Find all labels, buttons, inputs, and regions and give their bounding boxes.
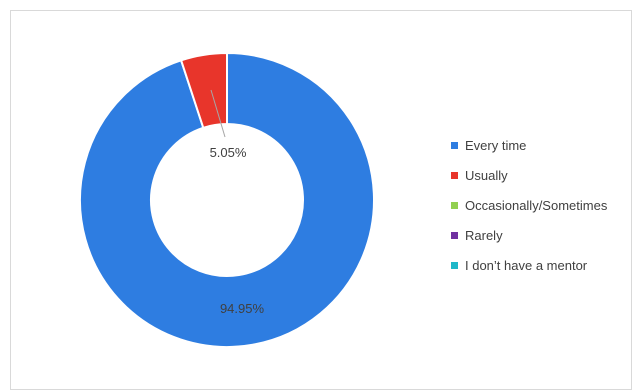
leader-line <box>210 89 226 138</box>
legend-item-every-time: Every time <box>451 130 631 160</box>
legend-item-no-mentor: I don’t have a mentor <box>451 250 631 280</box>
legend-swatch-usually <box>451 171 458 179</box>
legend-swatch-every-time <box>451 141 458 149</box>
legend-label-no-mentor: I don’t have a mentor <box>465 257 588 273</box>
legend-item-occasionally-sometimes: Occasionally/Sometimes <box>451 190 631 220</box>
legend-label-every-time: Every time <box>465 137 527 153</box>
legend-swatch-rarely <box>451 231 458 239</box>
legend-swatch-no-mentor <box>451 261 458 269</box>
legend-label-usually: Usually <box>465 167 508 183</box>
data-label-every-time: 94.95% <box>220 301 265 316</box>
legend-label-occasionally-sometimes: Occasionally/Sometimes <box>465 197 608 213</box>
legend-item-usually: Usually <box>451 160 631 190</box>
donut-slice-usually <box>179 51 228 130</box>
donut-slice-every-time <box>79 51 375 348</box>
legend-item-rarely: Rarely <box>451 220 631 250</box>
data-label-usually: 5.05% <box>210 145 247 160</box>
legend: Every time Usually Occasionally/Sometime… <box>451 130 631 280</box>
legend-swatch-occasionally-sometimes <box>451 201 458 209</box>
donut-slices <box>79 51 375 348</box>
legend-label-rarely: Rarely <box>465 227 503 243</box>
